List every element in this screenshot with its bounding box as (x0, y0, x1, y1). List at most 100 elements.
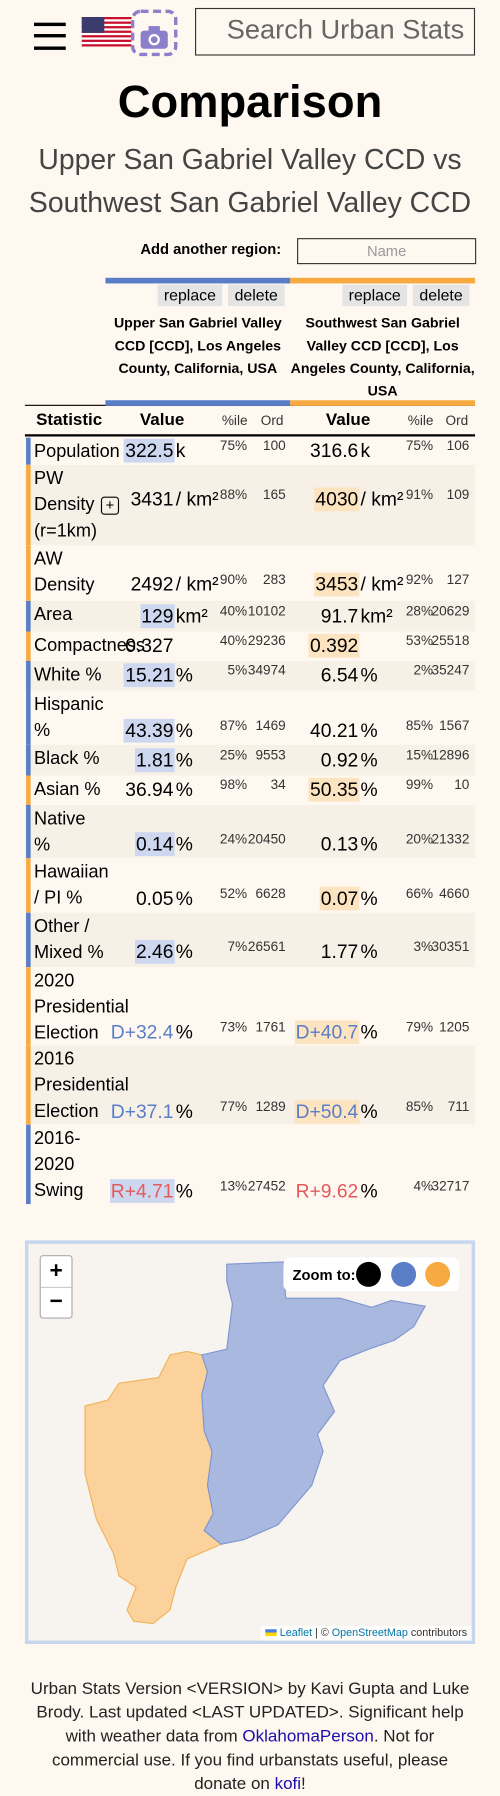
ordinal: 711 (447, 1098, 470, 1115)
value-header: Value (139, 410, 185, 430)
value: R+9.62 (295, 1180, 359, 1202)
region-bar (290, 400, 476, 406)
leaflet-link[interactable]: Leaflet (279, 1626, 313, 1640)
value: 0.05 (135, 887, 174, 910)
value-cell: 0.92 (0, 747, 359, 774)
statistic-name[interactable]: 2016 Presidential Election (34, 1049, 129, 1122)
percentile: 53% (405, 632, 434, 649)
search-box[interactable]: Search Urban Stats (195, 7, 476, 56)
value-cell: 15.21 (0, 662, 175, 689)
table-row (24, 690, 476, 745)
statistic-name[interactable]: 2020 Presidential Election (34, 971, 129, 1044)
zoom-region-1[interactable] (391, 1261, 417, 1287)
add-region-label: Add another region: (140, 240, 282, 258)
row-color-bar (26, 912, 31, 968)
percentile: 40% (219, 632, 248, 649)
zoom-to-panel: Zoom to: (283, 1257, 460, 1292)
table-row (24, 660, 476, 691)
value: R+4.71 (109, 1179, 175, 1203)
ordinal: 30351 (431, 938, 470, 955)
row-color-bar (26, 437, 31, 465)
value: 2492 (130, 573, 174, 596)
table-row (24, 1124, 476, 1205)
region-name[interactable]: Upper San Gabriel Valley CCD [CCD], Los … (113, 315, 282, 377)
statistic-name[interactable]: 2016-2020 Swing (34, 1129, 84, 1201)
add-region-input[interactable]: Name (297, 238, 477, 265)
row-color-bar (26, 967, 31, 1046)
ordinal: 32717 (431, 1178, 470, 1194)
value: D+32.4 (110, 1021, 174, 1044)
region-1-shape[interactable] (201, 1261, 427, 1545)
screenshot-button[interactable] (130, 9, 178, 57)
percentile: 75% (405, 437, 434, 454)
statistic-name[interactable]: Area (34, 605, 73, 625)
ordinal: 21332 (431, 831, 470, 847)
delete-button[interactable]: delete (227, 284, 285, 307)
table-row (24, 545, 476, 601)
map[interactable]: + − Zoom to: Leaflet | © OpenStreetMap c… (24, 1240, 476, 1644)
percentile: 79% (405, 1019, 434, 1036)
osm-link[interactable]: OpenStreetMap (331, 1626, 408, 1640)
statistic-name[interactable]: Asian % (34, 780, 101, 800)
value: 3453 (314, 572, 360, 597)
ordinal: 29236 (247, 632, 286, 649)
delete-button[interactable]: delete (412, 284, 470, 307)
statistic-name[interactable]: Population (34, 442, 120, 462)
value: 0.07 (319, 886, 360, 911)
value: D+40.7 (294, 1020, 360, 1045)
table-row (24, 967, 476, 1046)
zoom-all[interactable] (356, 1261, 381, 1287)
statistic-name[interactable]: AW Density (34, 549, 95, 596)
statistic-name[interactable]: White % (34, 665, 102, 685)
value: 0.92 (320, 749, 359, 771)
zoom-out[interactable]: − (49, 1289, 63, 1315)
unit: % (175, 1021, 193, 1044)
region-name[interactable]: Southwest San Gabriel Valley CCD [CCD], … (290, 315, 475, 400)
percentile: 75% (219, 437, 248, 454)
ordinal: 4660 (439, 885, 470, 902)
statistic-name[interactable]: Black % (34, 749, 100, 769)
percentile: 24% (219, 831, 248, 847)
unit: % (175, 664, 193, 686)
footer-link[interactable]: kofi (274, 1774, 302, 1794)
statistic-name[interactable]: Other / Mixed % (34, 917, 104, 963)
replace-button[interactable]: replace (157, 284, 223, 307)
ordinal: 12896 (431, 747, 470, 764)
map-shapes (84, 1261, 427, 1625)
unit: % (175, 887, 193, 910)
expand-button[interactable]: + (100, 496, 120, 515)
ordinal: 1761 (255, 1019, 286, 1036)
value-cell: 43.39 (0, 718, 175, 745)
statistic-name[interactable]: Hawaiian / PI % (34, 862, 109, 909)
ordinal: 20450 (247, 831, 286, 847)
value-cell: 129 (0, 603, 175, 630)
row-color-bar (26, 631, 31, 661)
replace-button[interactable]: replace (342, 284, 408, 307)
ordinal: 1205 (439, 1019, 470, 1036)
header-line (24, 434, 476, 436)
zoom-region-2[interactable] (425, 1261, 451, 1287)
value: 50.35 (308, 777, 360, 802)
value: 0.13 (320, 833, 359, 855)
table-row (24, 912, 476, 968)
value-header: Value (325, 410, 371, 430)
value-cell: 1.81 (0, 747, 175, 774)
percentile: 90% (219, 571, 248, 588)
ordinal: 34 (270, 776, 286, 793)
zoom-in[interactable]: + (40, 1256, 72, 1288)
menu-button[interactable] (32, 19, 68, 53)
statistic-name[interactable]: Native % (34, 809, 86, 855)
value-cell: 3453 (0, 571, 360, 598)
statistic-name[interactable]: PW Density (r=1km) (34, 469, 98, 541)
flag-icon[interactable] (81, 17, 132, 47)
statistic-name[interactable]: Hispanic % (34, 695, 104, 741)
ordinal: 34974 (247, 662, 286, 679)
region-2-shape[interactable] (84, 1350, 223, 1625)
footer-link[interactable]: OklahomaPerson (242, 1726, 374, 1747)
row-color-bar (26, 545, 31, 601)
unit: km² (360, 605, 393, 627)
percentile: 85% (405, 717, 434, 734)
percentile: 52% (219, 885, 248, 902)
value: 6.54 (320, 664, 359, 686)
percentile: 99% (405, 776, 434, 793)
